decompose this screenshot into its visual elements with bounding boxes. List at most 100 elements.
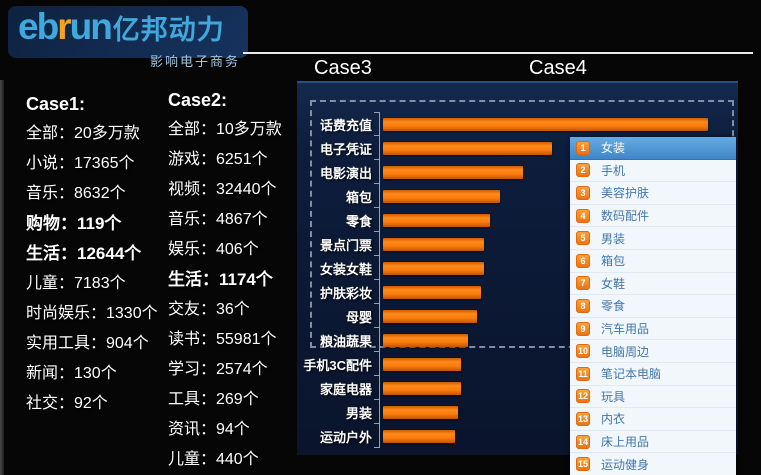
rank-number-badge: 4 — [576, 208, 590, 223]
chart-bar — [383, 381, 461, 395]
rank-category-label: 美容护肤 — [601, 186, 650, 201]
chart-bar — [383, 285, 481, 299]
chart-row: 零食 — [301, 208, 733, 232]
rank-category-label: 汽车用品 — [601, 322, 650, 337]
logo-brand-en: ebrun — [18, 6, 113, 47]
stat-line: 儿童：440个 — [168, 451, 259, 468]
case4-heading: Case4 — [529, 57, 587, 79]
chart-category-label: 电子凭证 — [319, 141, 372, 157]
chart-bar — [383, 429, 455, 443]
category-bar-chart: 话费充值 电子凭证 电影演出 箱包 零食 景点门票 女装女鞋 护肤彩妆 母婴 粮油蔬果 手机3C配件… — [301, 112, 733, 448]
chart-bar — [383, 405, 458, 419]
chart-bar-cell — [374, 256, 733, 280]
rank-list-item[interactable]: 6 箱包 — [570, 250, 736, 273]
rank-number-badge: 1 — [576, 140, 590, 155]
logo-wordmark: ebrun亿邦动力 — [18, 8, 240, 54]
case1-title: Case1: — [26, 94, 86, 114]
chart-row: 运动户外 — [301, 424, 733, 448]
rank-list-item[interactable]: 7 女鞋 — [570, 273, 736, 296]
stat-line: 娱乐：406个 — [168, 241, 259, 258]
rank-list-item[interactable]: 11 笔记本电脑 — [570, 363, 736, 386]
rank-list-item[interactable]: 2 手机 — [570, 160, 736, 183]
slide-edge-decoration — [0, 80, 4, 475]
chart-bar-cell — [374, 232, 733, 256]
chart-bar — [383, 165, 523, 179]
logo-tagline: 影响电子商务 — [149, 54, 240, 69]
chart-row: 女装女鞋 — [301, 256, 733, 280]
stat-line: 时尚娱乐：1330个 — [26, 305, 158, 322]
chart-bar — [383, 189, 500, 203]
stat-line: 工具：269个 — [168, 391, 259, 408]
stat-line: 学习：2574个 — [168, 361, 268, 378]
stat-line: 音乐：4867个 — [168, 211, 268, 228]
rank-list-item[interactable]: 14 床上用品 — [570, 431, 736, 454]
rank-list-item[interactable]: 4 数码配件 — [570, 205, 736, 228]
rank-list-item[interactable]: 3 美容护肤 — [570, 182, 736, 205]
rank-list-item[interactable]: 13 内衣 — [570, 408, 736, 431]
chart-bar — [383, 141, 552, 155]
rank-category-label: 玩具 — [601, 389, 626, 404]
header-divider-line — [243, 52, 753, 54]
ebrun-logo: ebrun亿邦动力 影响电子商务 — [8, 6, 248, 69]
stat-line: 社交：92个 — [26, 395, 108, 412]
chart-bar — [383, 213, 490, 227]
stat-line: 新闻：130个 — [26, 365, 117, 382]
rank-list-item[interactable]: 12 玩具 — [570, 386, 736, 409]
rank-list-item[interactable]: 15 运动健身 — [570, 453, 736, 475]
chart-row: 男装 — [301, 400, 733, 424]
chart-bar-cell — [374, 328, 733, 352]
chart-bar-cell — [374, 304, 733, 328]
rank-category-label: 运动健身 — [601, 457, 650, 472]
chart-category-label: 景点门票 — [319, 237, 372, 253]
rank-number-badge: 7 — [576, 276, 590, 291]
rank-list-item[interactable]: 10 电脑周边 — [570, 340, 736, 363]
chart-category-label: 电影演出 — [319, 165, 372, 181]
chart-category-label: 零食 — [345, 213, 372, 229]
chart-row: 景点门票 — [301, 232, 733, 256]
rank-number-badge: 11 — [576, 366, 590, 381]
rank-number-badge: 3 — [576, 185, 590, 200]
chart-category-label: 家庭电器 — [319, 381, 372, 397]
chart-category-label: 母婴 — [345, 309, 372, 325]
rank-number-badge: 2 — [576, 163, 590, 178]
rank-category-label: 电脑周边 — [601, 344, 650, 359]
stat-line: 儿童：7183个 — [26, 275, 126, 292]
chart-row: 电子凭证 — [301, 136, 733, 160]
rank-list-item[interactable]: 8 零食 — [570, 295, 736, 318]
case3-heading: Case3 — [314, 57, 372, 79]
chart-row: 护肤彩妆 — [301, 280, 733, 304]
chart-category-label: 箱包 — [345, 189, 372, 205]
rank-category-label: 笔记本电脑 — [601, 367, 662, 382]
chart-row: 粮油蔬果 — [301, 328, 733, 352]
rank-number-badge: 9 — [576, 321, 590, 336]
chart-row: 电影演出 — [301, 160, 733, 184]
rank-category-label: 男装 — [601, 231, 626, 246]
rank-list-item[interactable]: 9 汽车用品 — [570, 318, 736, 341]
case4-rank-list: 1 女装 2 手机 3 美容护肤 4 数码配件 5 男装 6 箱包 7 女鞋 8 零食 9 汽车用品 10 电脑周边 1… — [570, 137, 736, 475]
chart-row: 家庭电器 — [301, 376, 733, 400]
chart-bar — [383, 261, 484, 275]
chart-bar-cell — [374, 352, 733, 376]
stat-line: 全部：10多万款 — [168, 121, 282, 138]
chart-bar-cell — [374, 208, 733, 232]
logo-brand-cn: 亿邦动力 — [112, 15, 225, 45]
stat-line: 资讯：94个 — [168, 421, 250, 438]
logo-orange-r: r — [57, 6, 71, 47]
rank-list-item[interactable]: 1 女装 — [570, 137, 736, 160]
chart-bar-cell — [374, 112, 733, 136]
stat-line: 读书：55981个 — [168, 331, 277, 348]
rank-list-item[interactable]: 5 男装 — [570, 227, 736, 250]
chart-bar — [383, 333, 468, 347]
stat-line: 实用工具：904个 — [26, 335, 149, 352]
chart-bar-cell — [374, 160, 733, 184]
rank-number-badge: 8 — [576, 298, 590, 313]
stat-line: 购物：119个 — [26, 214, 122, 233]
chart-row: 手机3C配件 — [301, 352, 733, 376]
chart-bar-cell — [374, 136, 733, 160]
rank-category-label: 女鞋 — [601, 276, 626, 291]
chart-bar-cell — [374, 376, 733, 400]
case1-stats-column: Case1: 全部：20多万款 小说：17365个 音乐：8632个 购物：119个生… — [26, 89, 158, 419]
chart-bar-cell — [374, 184, 733, 208]
chart-category-label: 护肤彩妆 — [319, 285, 372, 301]
